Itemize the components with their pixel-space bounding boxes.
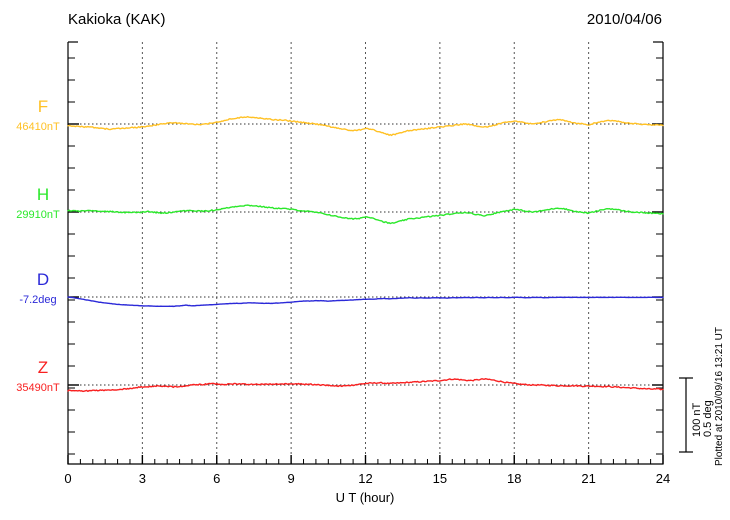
component-value-f: 46410nT bbox=[16, 121, 60, 133]
observation-date: 2010/04/06 bbox=[587, 11, 662, 28]
component-labels: F 46410nT H 29910nT D -7.2deg Z 35490nT bbox=[16, 97, 60, 394]
grid-layer bbox=[141, 42, 590, 464]
trace-d bbox=[67, 296, 664, 308]
x-tick-label: 18 bbox=[507, 471, 521, 486]
trace-layer bbox=[67, 115, 664, 393]
scale-bar-label-nt: 100 nT bbox=[691, 402, 703, 437]
x-tick-label: 0 bbox=[64, 471, 71, 486]
baseline-layer bbox=[68, 123, 663, 386]
trace-z bbox=[67, 378, 664, 393]
x-tick-label: 24 bbox=[656, 471, 670, 486]
component-value-h: 29910nT bbox=[16, 209, 60, 221]
plot-frame bbox=[67, 41, 664, 465]
component-value-z: 35490nT bbox=[16, 382, 60, 394]
station-title: Kakioka (KAK) bbox=[68, 11, 166, 28]
component-letter-d: D bbox=[37, 270, 49, 289]
trace-h bbox=[67, 204, 664, 225]
scale-bar: 100 nT 0.5 deg bbox=[679, 377, 714, 453]
scale-bar-label-deg: 0.5 deg bbox=[702, 400, 714, 437]
x-tick-label: 21 bbox=[581, 471, 595, 486]
x-axis-title: U T (hour) bbox=[336, 490, 395, 505]
x-tick-label: 6 bbox=[213, 471, 220, 486]
trace-f bbox=[67, 115, 664, 137]
x-axis-tick-labels: 0 3 6 9 12 15 18 21 24 bbox=[64, 471, 670, 486]
plotted-at-note: Plotted at 2010/09/16 13:21 UT bbox=[714, 327, 725, 466]
component-letter-h: H bbox=[37, 185, 49, 204]
x-tick-label: 9 bbox=[288, 471, 295, 486]
x-tick-label: 12 bbox=[358, 471, 372, 486]
component-letter-z: Z bbox=[38, 358, 48, 377]
component-value-d: -7.2deg bbox=[19, 294, 56, 306]
x-tick-label: 3 bbox=[139, 471, 146, 486]
x-tick-label: 15 bbox=[433, 471, 447, 486]
component-letter-f: F bbox=[38, 97, 48, 116]
